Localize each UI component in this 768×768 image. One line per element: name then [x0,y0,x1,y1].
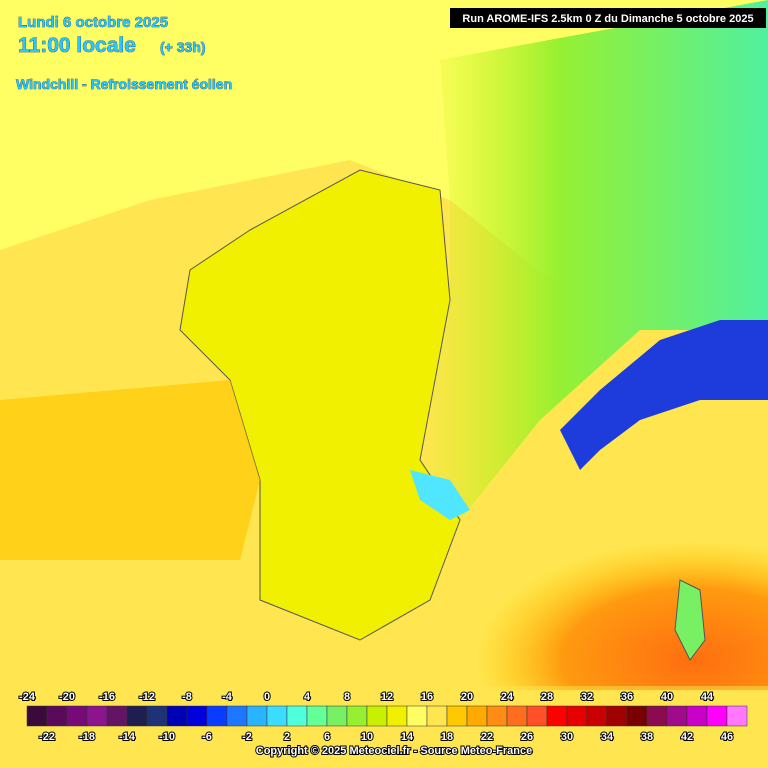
legend-label: 30 [561,731,573,743]
legend-swatch [466,705,488,727]
legend-swatch [726,705,748,727]
legend-area [0,686,768,768]
legend-label: -8 [182,691,192,703]
legend-label: 8 [344,691,350,703]
legend-swatch [146,705,168,727]
legend-label: 26 [521,731,533,743]
legend-swatch [66,705,88,727]
run-info: Run AROME-IFS 2.5km 0 Z du Dimanche 5 oc… [462,13,753,25]
legend-label: -24 [19,691,36,703]
legend-label: 6 [324,731,330,743]
legend-swatch [446,705,468,727]
legend-swatch [586,705,608,727]
legend-swatch [226,705,248,727]
legend-label: 44 [701,691,714,703]
legend-swatch [206,705,228,727]
legend-swatch [386,705,408,727]
legend-swatch [346,705,368,727]
legend-label: 14 [401,731,414,743]
legend-label: -12 [139,691,155,703]
legend-swatch [126,705,148,727]
legend-swatch [286,705,308,727]
legend-swatch [266,705,288,727]
offset: (+ 33h) [160,39,206,55]
green-zone [420,0,768,520]
legend-label: 28 [541,691,553,703]
massif-central-cold [410,470,470,520]
legend-label: 18 [441,731,453,743]
legend-swatch [546,705,568,727]
legend-swatch [366,705,388,727]
legend-label: 24 [501,691,514,703]
parameter: Windchill - Refroissement éolien [16,76,232,92]
legend-label: -14 [119,731,136,743]
alps-cold [560,320,768,470]
france-land [179,169,461,641]
legend-swatch [686,705,708,727]
atlantic-zone [0,380,260,560]
legend-label: 20 [461,691,473,703]
legend-swatch [566,705,588,727]
legend-label: 36 [621,691,633,703]
legend-label: 40 [661,691,673,703]
legend-swatch [246,705,268,727]
legend-label: 0 [264,691,270,703]
legend-swatch [86,705,108,727]
copyright: Copyright © 2025 Meteociel.fr - Source M… [256,745,532,757]
legend-label: 12 [381,691,393,703]
legend-label: 22 [481,731,493,743]
legend-label: -2 [242,731,252,743]
mediterranean-zone [400,490,768,690]
time: 11:00 locale [18,34,136,57]
legend-swatch [646,705,668,727]
legend-label: 46 [721,731,733,743]
date: Lundi 6 octobre 2025 [18,14,168,31]
legend-swatch [606,705,628,727]
legend-label: 34 [601,731,614,743]
legend-label: 42 [681,731,693,743]
legend-swatch [306,705,328,727]
legend-label: -16 [99,691,115,703]
legend: -24-22-20-18-16-14-12-10-8-6-4-202468101… [18,690,748,744]
legend-swatch [326,705,348,727]
legend-swatch [186,705,208,727]
legend-label: -22 [39,731,55,743]
legend-swatch [166,705,188,727]
legend-swatch [486,705,508,727]
legend-label: -10 [159,731,175,743]
legend-swatch [666,705,688,727]
legend-swatch [26,705,48,727]
legend-label: 4 [304,691,311,703]
legend-label: 2 [284,731,290,743]
legend-label: 38 [641,731,653,743]
legend-swatch [46,705,68,727]
legend-label: -20 [59,691,75,703]
legend-swatch [426,705,448,727]
legend-label: -4 [222,691,233,703]
legend-swatch [526,705,548,727]
legend-label: -18 [79,731,95,743]
legend-swatch [106,705,128,727]
legend-swatch [406,705,428,727]
legend-label: 10 [361,731,373,743]
legend-label: 16 [421,691,433,703]
legend-label: -6 [202,731,212,743]
run-box [450,8,766,28]
legend-swatch [626,705,648,727]
legend-swatch [706,705,728,727]
legend-swatch [506,705,528,727]
corsica [674,579,706,661]
legend-label: 32 [581,691,593,703]
